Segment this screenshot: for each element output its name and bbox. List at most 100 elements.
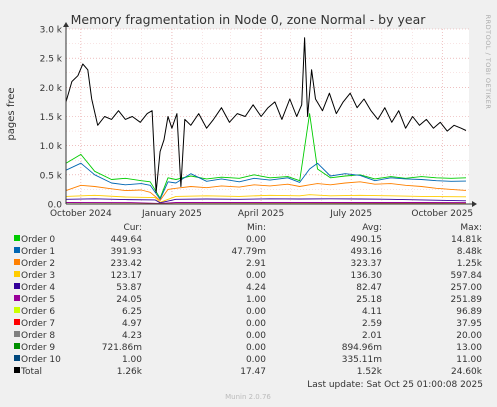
y-tick-label: 2.0 k (40, 84, 63, 94)
y-tick-label: 3.0 k (40, 26, 63, 36)
legend-value: 11.00 (456, 355, 482, 365)
series-line-order-3 (65, 194, 467, 203)
legend-swatch (14, 367, 20, 373)
legend-swatch (14, 259, 20, 265)
legend-value: 53.87 (116, 283, 142, 293)
x-tick-label: October 2024 (50, 209, 112, 219)
legend-swatch (14, 307, 20, 313)
legend-value: 136.30 (351, 271, 383, 281)
x-tick-label: April 2025 (238, 209, 284, 219)
legend-label: Order 0 (21, 235, 55, 245)
legend-value: 251.89 (451, 295, 483, 305)
legend-value: 0.00 (246, 343, 266, 353)
legend-value: 323.37 (351, 259, 383, 269)
legend-swatch (14, 295, 20, 301)
legend-label: Order 3 (21, 271, 55, 281)
legend-value: 4.97 (122, 319, 142, 329)
legend-value: 493.16 (351, 247, 383, 257)
legend-value: 14.81k (451, 235, 483, 245)
legend-value: 0.00 (246, 331, 266, 341)
legend-swatch (14, 331, 20, 337)
series-line-order-1 (65, 162, 467, 200)
x-tick-label: July 2025 (329, 209, 372, 219)
series-line-total (65, 37, 467, 193)
series-line-order-2 (65, 181, 467, 201)
legend-label: Order 7 (21, 319, 55, 329)
legend-header: Cur: (123, 223, 142, 233)
legend-value: 13.00 (456, 343, 482, 353)
legend-swatch (14, 343, 20, 349)
legend-value: 0.00 (246, 307, 266, 317)
legend: Cur: Min: Avg: Max: Order 0 449.64 0.00 490.15 1… (14, 223, 483, 377)
legend-value: 1.52k (357, 367, 383, 377)
legend-value: 4.11 (362, 307, 382, 317)
chart-title: Memory fragmentation in Node 0, zone Nor… (71, 12, 427, 27)
legend-value: 721.86m (102, 343, 142, 353)
munin-version: Munin 2.0.76 (225, 393, 271, 401)
legend-value: 37.95 (456, 319, 482, 329)
y-tick-label: 0.0 (48, 201, 63, 211)
series-line-order-4 (65, 198, 467, 204)
legend-swatch (14, 247, 20, 253)
legend-value: 257.00 (451, 283, 483, 293)
legend-swatch (14, 271, 20, 277)
legend-label: Order 2 (21, 259, 55, 269)
series-line-order-0 (65, 113, 467, 199)
legend-value: 20.00 (456, 331, 482, 341)
legend-value: 233.42 (111, 259, 143, 269)
legend-swatch (14, 355, 20, 361)
legend-value: 0.00 (246, 355, 266, 365)
legend-value: 24.05 (116, 295, 142, 305)
legend-swatch (14, 283, 20, 289)
legend-header: Max: (460, 223, 482, 233)
legend-value: 6.25 (122, 307, 142, 317)
legend-value: 335.11m (342, 355, 382, 365)
legend-value: 47.79m (231, 247, 266, 257)
y-tick-label: 1.0 k (40, 142, 63, 152)
y-axis-arrow (63, 22, 69, 27)
legend-value: 24.60k (451, 367, 483, 377)
legend-swatch (14, 319, 20, 325)
legend-header: Avg: (362, 223, 382, 233)
legend-label: Order 6 (21, 307, 55, 317)
legend-value: 449.64 (111, 235, 143, 245)
legend-label: Order 5 (21, 295, 55, 305)
legend-label: Order 4 (21, 283, 55, 293)
legend-value: 0.00 (246, 235, 266, 245)
legend-value: 391.93 (111, 247, 143, 257)
legend-value: 2.01 (362, 331, 382, 341)
y-tick-label: 0.5 k (40, 171, 63, 181)
grid (66, 28, 469, 204)
legend-value: 123.17 (111, 271, 143, 281)
axes (63, 22, 477, 207)
legend-value: 17.47 (240, 367, 266, 377)
x-tick-label: October 2025 (411, 209, 473, 219)
y-tick-label: 1.5 k (40, 113, 63, 123)
y-tick-labels: 0.0 0.5 k 1.0 k 1.5 k 2.0 k 2.5 k 3.0 k (40, 26, 63, 211)
series-line-order-5 (65, 201, 467, 204)
legend-value: 96.89 (456, 307, 482, 317)
legend-value: 1.00 (122, 355, 142, 365)
x-axis-arrow (472, 201, 477, 207)
legend-value: 4.23 (122, 331, 142, 341)
rrdtool-watermark: RRDTOOL / TOBI OETIKER (484, 15, 492, 110)
y-tick-label: 2.5 k (40, 55, 63, 65)
legend-value: 25.18 (356, 295, 382, 305)
legend-value: 597.84 (451, 271, 483, 281)
y-axis-label: pages free (6, 87, 17, 140)
legend-value: 1.25k (457, 259, 483, 269)
x-tick-label: January 2025 (141, 209, 202, 219)
legend-value: 1.26k (117, 367, 143, 377)
legend-value: 8.48k (457, 247, 483, 257)
legend-value: 0.00 (246, 271, 266, 281)
legend-value: 2.91 (246, 259, 266, 269)
legend-label: Total (20, 367, 42, 377)
legend-value: 4.24 (246, 283, 266, 293)
legend-label: Order 8 (21, 331, 55, 341)
x-tick-labels: October 2024 January 2025 April 2025 July 2… (50, 209, 473, 219)
legend-label: Order 1 (21, 247, 55, 257)
legend-value: 82.47 (356, 283, 382, 293)
legend-label: Order 9 (21, 343, 55, 353)
legend-label: Order 10 (21, 355, 61, 365)
